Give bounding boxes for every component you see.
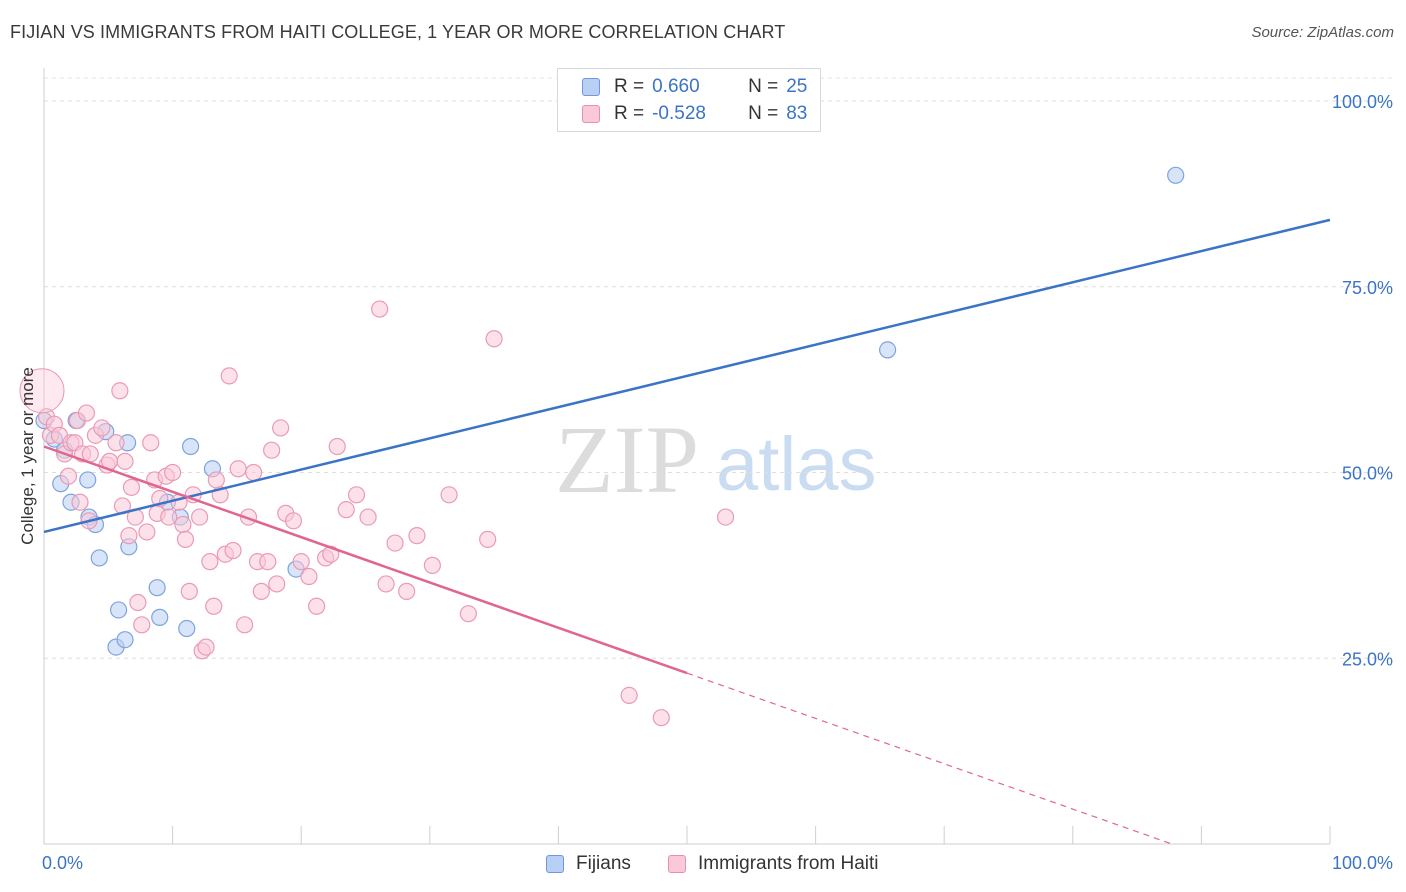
x-tick-label: 100.0% — [1332, 853, 1393, 873]
haiti-point — [220, 367, 238, 385]
r-label: R = — [614, 76, 645, 97]
haiti-point — [142, 434, 160, 452]
haiti-point — [423, 556, 441, 574]
y-axis-label: College, 1 year or more — [18, 367, 37, 545]
haiti-point — [122, 478, 141, 496]
fijians-point — [1167, 166, 1185, 184]
fijians-point — [151, 608, 169, 626]
fijians-swatch — [582, 78, 600, 96]
y-tick-label: 25.0% — [1342, 649, 1393, 669]
haiti-point — [398, 582, 416, 600]
source-credit: Source: ZipAtlas.com — [1251, 24, 1394, 41]
fijians-point — [90, 549, 108, 567]
haiti-point — [138, 523, 156, 541]
haiti-point — [191, 508, 209, 526]
haiti-point — [176, 530, 195, 548]
haiti-point — [284, 512, 303, 530]
haiti-point — [485, 330, 503, 348]
haiti-point — [205, 597, 223, 615]
haiti-point — [252, 582, 270, 600]
haiti-point — [716, 508, 735, 526]
watermark-zip: ZIP — [555, 406, 699, 513]
haiti-point — [371, 300, 389, 318]
haiti-point — [377, 575, 395, 593]
haiti-point — [129, 593, 147, 612]
haiti-point — [263, 441, 281, 459]
haiti-legend-swatch — [668, 855, 686, 873]
haiti-point — [116, 452, 134, 470]
haiti-point — [272, 419, 290, 437]
haiti-point — [328, 437, 346, 456]
chart-title: FIJIAN VS IMMIGRANTS FROM HAITI COLLEGE,… — [10, 22, 786, 42]
x-tick-label: 0.0% — [42, 853, 83, 873]
haiti-point — [308, 597, 326, 615]
haiti-point — [620, 686, 638, 705]
haiti-point — [93, 419, 111, 437]
haiti-point — [347, 486, 366, 504]
haiti-point — [174, 515, 192, 534]
fijians-point — [79, 471, 97, 489]
haiti-point — [77, 404, 96, 422]
y-tick-label: 50.0% — [1342, 464, 1393, 484]
fijians-point — [109, 601, 128, 619]
haiti-point — [201, 553, 219, 571]
haiti-point — [160, 508, 178, 526]
haiti-point — [207, 471, 225, 489]
haiti-point — [133, 616, 151, 634]
fijians-legend-swatch — [546, 855, 564, 873]
haiti-point — [440, 486, 458, 504]
haiti-point — [337, 501, 355, 519]
legend-row-fijians: R = 0.660 N = 25 — [582, 75, 807, 99]
haiti-trend-line — [43, 445, 688, 675]
haiti-point — [71, 493, 89, 511]
fijians-point — [178, 619, 196, 638]
haiti-point — [245, 463, 263, 482]
correlation-legend: R = 0.660 N = 25 R = -0.528 N = 83 — [557, 68, 821, 132]
haiti-point — [359, 508, 377, 526]
y-tick-label: 100.0% — [1332, 92, 1393, 112]
fijians-point — [148, 579, 166, 597]
r-label: R = — [614, 103, 645, 124]
watermark-atlas: atlas — [716, 422, 877, 507]
haiti-point — [120, 527, 138, 545]
n-label: N = — [748, 76, 779, 97]
haiti-point — [19, 368, 65, 414]
y-tick-label: 75.0% — [1342, 278, 1393, 298]
legend-row-haiti: R = -0.528 N = 83 — [582, 102, 807, 126]
haiti-point — [224, 541, 242, 560]
fijians-trend-line — [43, 218, 1331, 534]
haiti-point — [164, 463, 182, 482]
haiti-point — [479, 530, 497, 548]
n-label: N = — [748, 103, 779, 124]
legend-label-haiti: Immigrants from Haiti — [698, 853, 879, 874]
haiti-point — [268, 575, 286, 593]
n-value: 83 — [786, 103, 808, 124]
haiti-point — [236, 616, 254, 634]
haiti-point — [300, 567, 318, 586]
haiti-point — [652, 709, 670, 727]
n-value: 25 — [786, 76, 808, 97]
legend-item-haiti: Immigrants from Haiti — [668, 851, 879, 877]
r-value: -0.528 — [652, 103, 706, 124]
fijians-point — [182, 437, 200, 456]
haiti-trend-extension — [686, 672, 1173, 845]
r-value: 0.660 — [652, 76, 700, 97]
haiti-point — [408, 527, 426, 545]
haiti-point — [229, 460, 247, 478]
haiti-point — [197, 638, 215, 656]
haiti-point — [386, 534, 404, 552]
haiti-point — [459, 605, 477, 623]
haiti-point — [111, 382, 129, 400]
haiti-point — [259, 553, 277, 571]
haiti-point — [180, 582, 198, 600]
haiti-point — [292, 553, 310, 571]
haiti-swatch — [582, 105, 600, 123]
fijians-point — [879, 341, 897, 359]
fijians-point — [116, 631, 134, 649]
haiti-point — [107, 434, 125, 452]
legend-label-fijians: Fijians — [576, 853, 631, 874]
legend-item-fijians: Fijians — [546, 851, 631, 877]
haiti-point — [59, 467, 78, 485]
